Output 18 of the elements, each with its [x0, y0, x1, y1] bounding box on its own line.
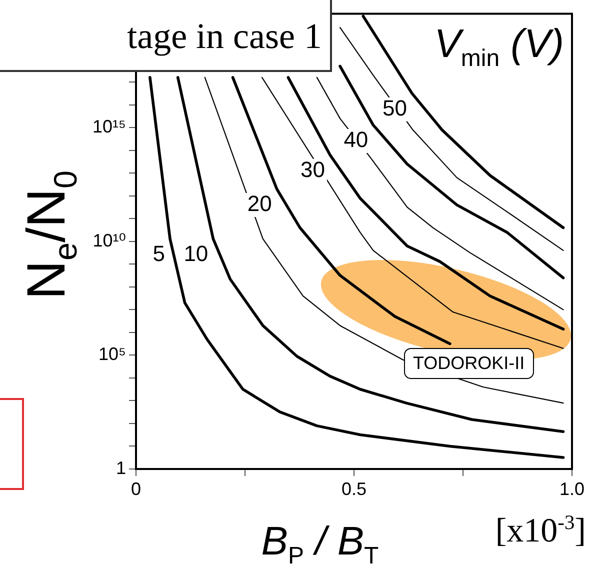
y-tick-label: 10¹⁵ — [92, 116, 126, 137]
series-label: 50 — [382, 95, 407, 120]
x-tick-label: 1.0 — [559, 478, 585, 499]
y-tick-label: 1 — [116, 458, 126, 478]
x-tick-label: 0.5 — [341, 478, 367, 499]
x-axis-title: B$_{P}$ / B$_{T}$ — [261, 520, 379, 568]
text: [x10$^{-3}$] — [495, 512, 586, 550]
y-tick-label: 10¹⁰ — [92, 230, 126, 250]
y-tick-label: 10⁵ — [98, 344, 126, 364]
title-box: tage in case 1 — [0, 0, 332, 72]
series-label: 10 — [184, 240, 208, 266]
series-label: 20 — [247, 191, 272, 216]
annotation: TODOROKI-II — [404, 348, 534, 379]
x-tick-label: 0 — [130, 478, 142, 499]
series-label: 40 — [344, 127, 368, 152]
legend-title: V$_{min}$ (V) — [434, 22, 564, 73]
series-label: 30 — [300, 156, 326, 182]
series-label: 5 — [152, 240, 166, 266]
